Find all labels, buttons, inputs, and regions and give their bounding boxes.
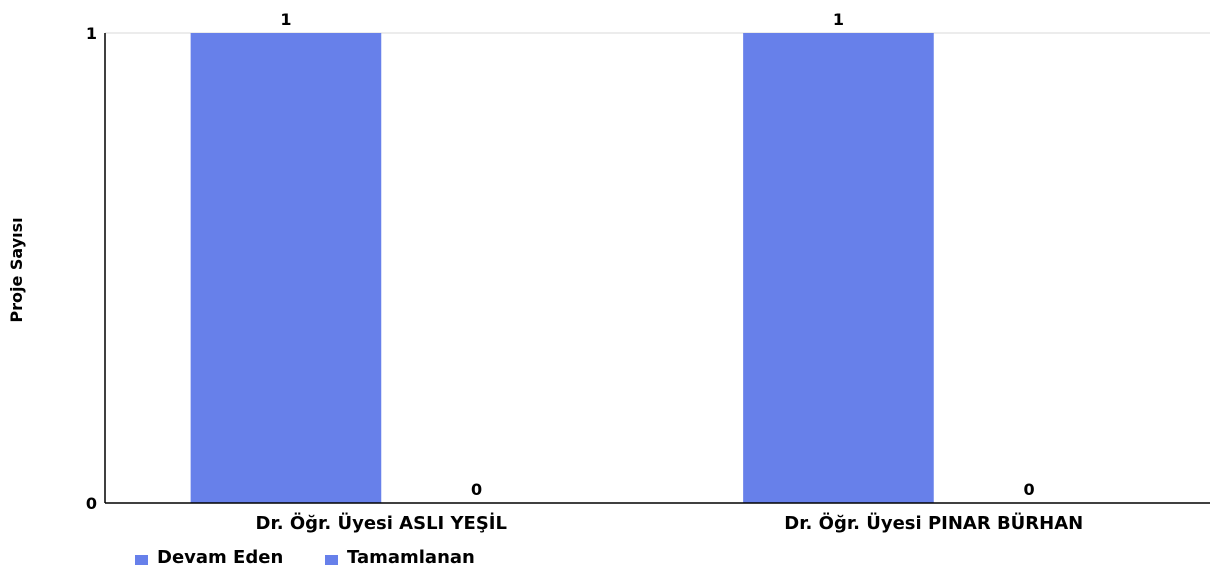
- data-label: 0: [471, 480, 482, 499]
- legend-entry: Tamamlanan: [347, 547, 475, 568]
- category-labels: Dr. Öğr. Üyesi ASLI YEŞİL Dr. Öğr. Üyesi …: [256, 512, 1084, 534]
- axes: [104, 33, 1210, 504]
- bar: [743, 33, 934, 503]
- data-label: 0: [1023, 480, 1034, 499]
- legend: Devam Eden Tamamlanan: [135, 547, 475, 568]
- y-axis-ticks: 01: [86, 24, 97, 513]
- category-label: Dr. Öğr. Üyesi PINAR BÜRHAN: [784, 512, 1083, 534]
- y-tick-label: 1: [86, 24, 97, 43]
- data-label: 1: [833, 10, 844, 29]
- category-label: Dr. Öğr. Üyesi ASLI YEŞİL: [256, 512, 507, 534]
- data-labels: 1 0 1 0: [280, 10, 1034, 499]
- legend-swatch: [325, 555, 338, 565]
- y-axis-label: Proje Sayısı: [7, 217, 26, 322]
- y-tick-label: 0: [86, 494, 97, 513]
- legend-swatch: [135, 555, 148, 565]
- bar: [190, 33, 382, 503]
- data-label: 1: [280, 10, 291, 29]
- bars: [190, 33, 934, 503]
- legend-entry: Devam Eden: [157, 547, 283, 568]
